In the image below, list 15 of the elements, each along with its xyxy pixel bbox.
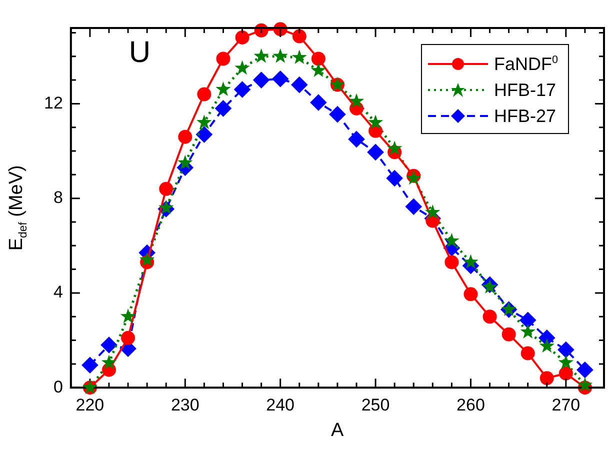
legend-label: FaNDF$^{0}$	[494, 54, 558, 74]
annotation: U	[128, 36, 151, 70]
x-tick-label: 230	[170, 395, 200, 414]
x-tick-label: 250	[361, 395, 390, 414]
x-tick-label: 240	[266, 395, 295, 414]
y-tick-label: 12	[44, 93, 63, 112]
x-tick-label: 220	[76, 395, 104, 414]
legend-label: HFB-17	[494, 80, 556, 100]
y-tick-label: 0	[53, 377, 63, 396]
x-tick-label: 260	[456, 395, 485, 414]
x-tick-label: 270	[552, 395, 580, 414]
legend-label: HFB-27	[494, 106, 556, 126]
y-tick-label: 4	[53, 282, 63, 302]
x-axis-title: A	[330, 420, 344, 442]
y-tick-label: 8	[53, 188, 63, 208]
